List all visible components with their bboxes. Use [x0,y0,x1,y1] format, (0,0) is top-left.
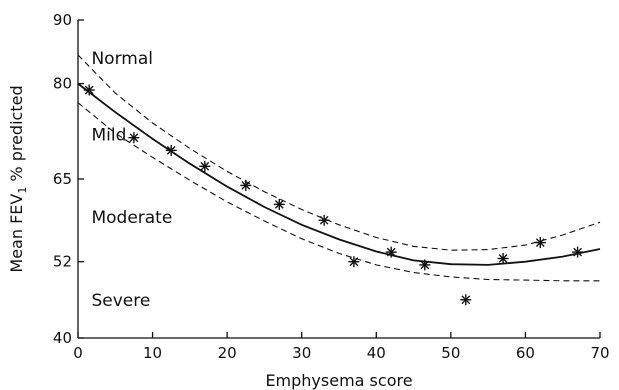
x-tick-label: 50 [441,344,460,362]
y-tick-label: 52 [53,253,72,271]
x-tick-label: 10 [143,344,162,362]
asterisk-stroke [241,181,251,190]
y-axis-title-suffix: % predicted [7,85,26,186]
x-tick-label: 40 [367,344,386,362]
data-point [83,84,95,96]
x-tick-label: 30 [292,344,311,362]
asterisk-stroke [274,200,284,209]
data-point [318,214,330,226]
data-point [199,160,211,172]
y-tick-label: 65 [53,170,72,188]
y-axis-title: Mean FEV1 % predicted [7,85,29,272]
y-tick-label: 90 [53,11,72,29]
asterisk-stroke [166,146,176,155]
data-point [534,237,546,249]
region-label-normal: Normal [91,49,153,69]
data-point [348,256,360,268]
x-tick-label: 60 [516,344,535,362]
region-label-severe: Severe [91,291,150,311]
asterisk-stroke [420,260,430,270]
asterisk-stroke [129,133,139,143]
asterisk-stroke [498,254,508,263]
data-point [385,246,397,258]
x-tick-label: 20 [218,344,237,362]
data-point [572,246,584,258]
y-axis-title-subscript: 1 [16,187,29,194]
y-axis-ticks: 40 52 65 80 90 [53,11,84,347]
asterisk-stroke [200,161,210,171]
data-point [240,179,252,191]
asterisk-stroke [84,85,94,95]
y-tick-label: 40 [53,329,72,347]
data-points [83,84,584,306]
x-axis-title: Emphysema score [265,371,412,390]
asterisk-stroke [319,215,329,225]
fit-curve-group [77,82,601,266]
confidence-band [77,54,601,282]
fit-curve [77,82,601,266]
data-point [419,259,431,271]
axes [77,20,600,339]
upper-confidence-line [77,54,601,251]
data-point [273,198,285,210]
x-axis-ticks: 0 10 20 30 40 50 60 70 [73,332,610,362]
lower-confidence-line [77,102,600,282]
asterisk-stroke [461,295,471,305]
y-axis-title-prefix: Mean FEV [7,194,26,273]
x-tick-label: 0 [73,344,83,362]
data-point [165,144,177,156]
asterisk-stroke [386,247,396,257]
severity-labels: Normal Mild Moderate Severe [91,49,172,311]
asterisk-stroke [573,247,582,257]
y-tick-label: 80 [53,75,72,93]
asterisk-stroke [349,257,359,267]
asterisk-stroke [535,238,545,247]
data-point [128,132,140,144]
data-point [497,253,509,264]
region-label-mild: Mild [91,125,126,145]
region-label-moderate: Moderate [91,208,172,228]
data-point [460,294,472,306]
x-tick-label: 70 [590,344,609,362]
